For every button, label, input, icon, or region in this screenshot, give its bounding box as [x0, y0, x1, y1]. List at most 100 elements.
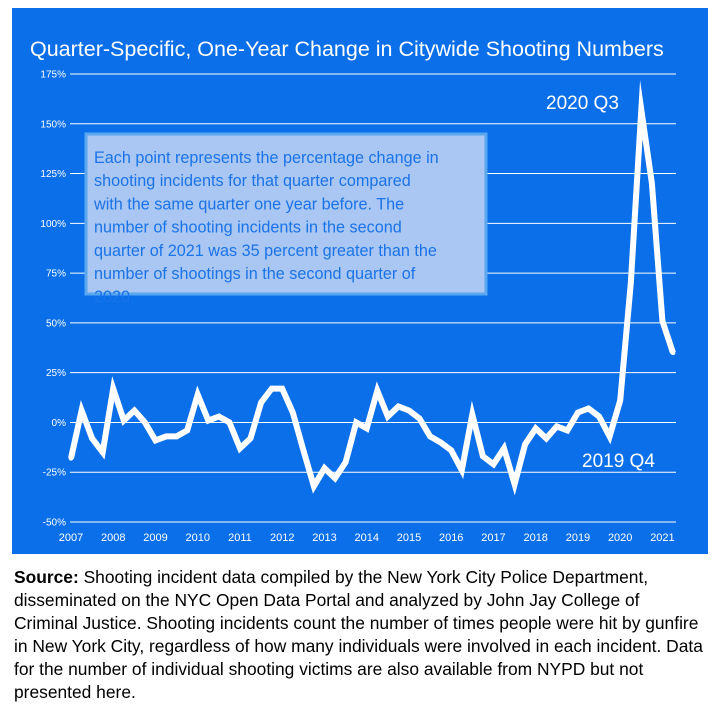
- data-point: [142, 420, 148, 425]
- data-point: [522, 441, 528, 447]
- data-point: [649, 181, 655, 186]
- y-tick-label: 125%: [40, 169, 66, 180]
- x-tick-label: 2017: [481, 532, 505, 544]
- data-point: [501, 445, 507, 451]
- x-axis-tick-labels: 2007 2008 2009 2010 2011 2012 2013 2014 2015 2016…: [59, 532, 675, 544]
- data-point: [121, 418, 127, 423]
- data-point: [533, 426, 539, 431]
- y-tick-label: -25%: [43, 468, 66, 479]
- description-line: quarter of 2021 was 35 percent greater t…: [94, 242, 437, 260]
- data-point: [322, 465, 327, 471]
- line-chart: Quarter-Specific, One-Year Change in Cit…: [30, 37, 676, 544]
- data-point: [184, 428, 190, 433]
- description-text: Each point represents the percentage cha…: [93, 149, 439, 306]
- y-tick-label: 0%: [52, 418, 67, 429]
- data-point: [459, 467, 465, 473]
- data-point: [300, 447, 306, 453]
- description-box-background: [84, 132, 488, 296]
- y-tick-label: 50%: [46, 318, 66, 329]
- data-point: [216, 414, 222, 419]
- data-point: [290, 410, 296, 415]
- data-point: [353, 420, 359, 425]
- chart-panel: Quarter-Specific, One-Year Change in Cit…: [12, 8, 708, 554]
- x-tick-label: 2012: [270, 532, 294, 544]
- data-point: [258, 400, 264, 405]
- data-point: [512, 481, 517, 487]
- data-point: [237, 445, 243, 451]
- data-point: [364, 426, 370, 431]
- y-tick-label: 25%: [46, 368, 66, 379]
- data-point: [153, 437, 158, 443]
- description-line: shooting incidents for that quarter comp…: [94, 172, 411, 190]
- data-point: [332, 475, 338, 481]
- data-point: [248, 435, 253, 441]
- data-point: [607, 433, 613, 439]
- description-line: with the same quarter one year before. T…: [93, 195, 404, 213]
- data-point: [279, 386, 285, 391]
- data-point: [543, 435, 549, 441]
- data-point: [131, 408, 137, 413]
- peak-annotation: 2020 Q3: [546, 93, 619, 114]
- x-tick-label: 2019: [566, 532, 590, 544]
- source-text: Shooting incident data compiled by the N…: [14, 567, 703, 702]
- data-point: [427, 433, 433, 439]
- data-point: [638, 107, 644, 113]
- series-polyline: [68, 80, 676, 496]
- data-point: [374, 388, 380, 393]
- data-point: [163, 433, 169, 439]
- data-point: [617, 398, 623, 403]
- data-point: [586, 406, 591, 411]
- data-point: [564, 428, 570, 433]
- x-tick-label: 2013: [312, 532, 336, 544]
- data-point: [311, 483, 317, 489]
- data-point: [448, 447, 454, 453]
- data-point: [205, 418, 211, 423]
- x-tick-label: 2015: [397, 532, 421, 544]
- data-point: [628, 280, 634, 286]
- y-tick-label: 75%: [46, 269, 66, 280]
- description-line: number of shooting incidents in the seco…: [94, 219, 402, 237]
- data-point: [575, 410, 581, 415]
- x-tick-label: 2018: [523, 532, 547, 544]
- chart-title: Quarter-Specific, One-Year Change in Cit…: [30, 37, 664, 61]
- data-point: [100, 449, 106, 455]
- data-point: [660, 318, 665, 324]
- data-point: [469, 412, 475, 417]
- data-point: [480, 453, 486, 459]
- x-tick-label: 2008: [101, 532, 125, 544]
- data-point: [406, 408, 412, 413]
- data-point: [596, 414, 602, 419]
- series-line: [68, 80, 676, 496]
- data-point: [417, 416, 422, 421]
- data-point: [269, 386, 275, 391]
- data-point: [79, 408, 84, 413]
- description-line: number of shootings in the second quarte…: [94, 265, 416, 283]
- source-label: Source:: [14, 567, 79, 587]
- x-tick-label: 2014: [354, 532, 378, 544]
- source-note: Source: Shooting incident data compiled …: [14, 566, 706, 704]
- data-point: [227, 420, 232, 425]
- x-tick-label: 2021: [650, 532, 674, 544]
- x-tick-label: 2007: [59, 532, 83, 544]
- x-tick-label: 2016: [439, 532, 463, 544]
- data-point: [110, 386, 116, 391]
- data-point: [89, 435, 95, 441]
- description-box: Each point represents the percentage cha…: [84, 132, 488, 306]
- data-point: [438, 439, 444, 445]
- data-point: [385, 414, 391, 419]
- data-point: [554, 424, 560, 429]
- x-tick-label: 2011: [228, 532, 252, 544]
- y-tick-label: 150%: [40, 119, 66, 130]
- data-point: [343, 459, 348, 465]
- x-tick-label: 2010: [185, 532, 209, 544]
- x-tick-label: 2020: [608, 532, 632, 544]
- data-point: [195, 392, 201, 397]
- y-tick-label: 175%: [40, 70, 66, 81]
- y-tick-label: -50%: [43, 518, 66, 529]
- data-point: [174, 433, 180, 439]
- data-point: [396, 404, 401, 409]
- trough-annotation: 2019 Q4: [582, 451, 655, 472]
- description-line: Each point represents the percentage cha…: [94, 149, 439, 167]
- y-axis-tick-labels: 175% 150% 125% 100% 75% 50% 25% 0% -25% -50%: [40, 70, 66, 529]
- data-point: [68, 455, 74, 461]
